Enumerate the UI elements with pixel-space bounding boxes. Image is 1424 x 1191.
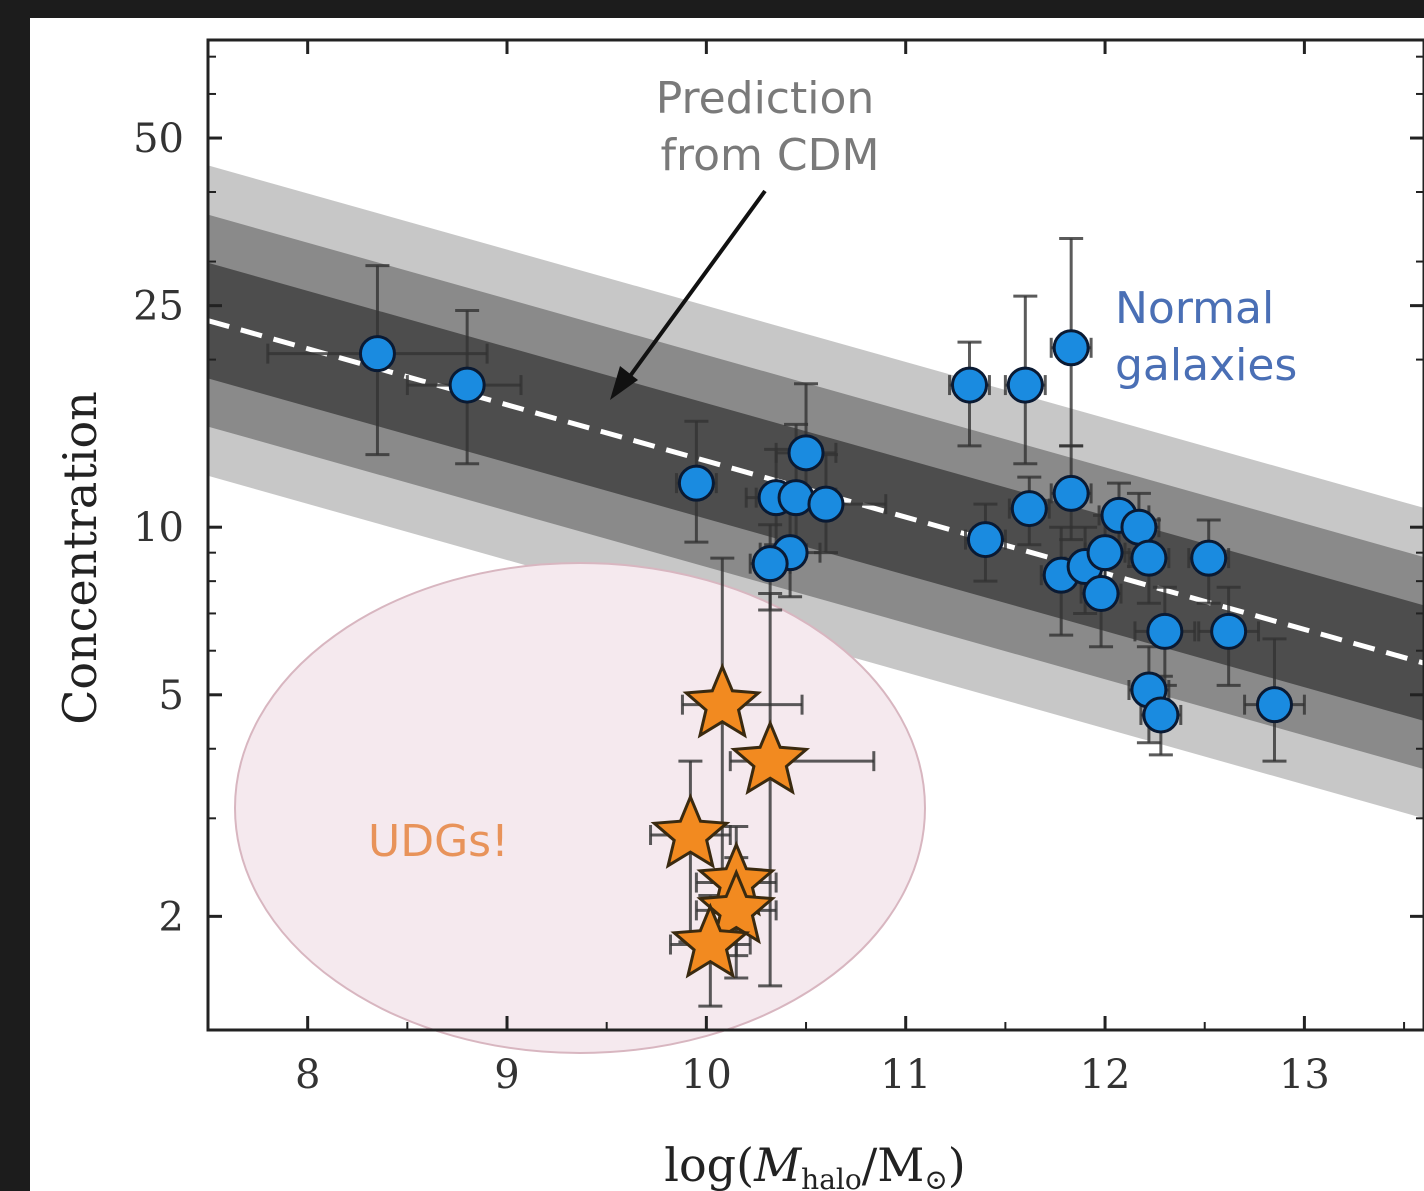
prediction-label-line2: from CDM bbox=[661, 130, 880, 181]
normal-point-26 bbox=[1142, 696, 1180, 734]
plot-border bbox=[206, 38, 1424, 1032]
normal-point-13 bbox=[1010, 490, 1048, 528]
x-tick-label-9: 9 bbox=[494, 1052, 519, 1098]
data-points bbox=[266, 237, 1306, 1008]
normal-point-22 bbox=[1146, 612, 1184, 650]
normal-label-line1: Normal bbox=[1115, 283, 1274, 334]
x-tick-label-10: 10 bbox=[681, 1052, 732, 1098]
udg-region bbox=[234, 562, 926, 1054]
normal-point-21 bbox=[1082, 575, 1120, 613]
y-tick-label-50: 50 bbox=[133, 116, 184, 162]
udg-label: UDGs! bbox=[368, 816, 509, 867]
y-tick-label-2: 2 bbox=[159, 894, 184, 940]
normal-point-4 bbox=[777, 479, 815, 517]
prediction-annotation: Prediction from CDM bbox=[610, 73, 879, 400]
udg-point-2 bbox=[650, 793, 731, 869]
x-tick-label-11: 11 bbox=[880, 1052, 931, 1098]
normal-point-11 bbox=[1052, 329, 1090, 367]
prediction-arrowhead bbox=[610, 366, 638, 400]
normal-point-23 bbox=[1190, 539, 1228, 577]
normal-point-27 bbox=[1255, 686, 1293, 724]
prediction-label-line1: Prediction bbox=[656, 73, 875, 124]
y-tick-label-25: 25 bbox=[133, 284, 184, 330]
normal-point-24 bbox=[1210, 612, 1248, 650]
normal-point-10 bbox=[1006, 366, 1044, 404]
normal-point-6 bbox=[807, 485, 845, 523]
normal-point-9 bbox=[950, 366, 988, 404]
x-axis-label: log(Mhalo/M⊙) bbox=[664, 1138, 966, 1191]
normal-point-19 bbox=[1120, 508, 1158, 546]
prediction-arrow bbox=[623, 189, 767, 385]
x-tick-label-13: 13 bbox=[1279, 1052, 1330, 1098]
normal-point-2 bbox=[677, 464, 715, 502]
normal-label-line2: galaxies bbox=[1115, 340, 1297, 391]
normal-point-5 bbox=[787, 434, 825, 472]
normal-point-1 bbox=[448, 366, 486, 404]
normal-point-8 bbox=[751, 545, 789, 583]
x-tick-label-8: 8 bbox=[295, 1052, 320, 1098]
chart-frame: 8 9 10 11 12 13 2 5 10 25 50 Prediction from CDM N… bbox=[30, 18, 1424, 1191]
y-tick-label-5: 5 bbox=[159, 673, 184, 719]
udg-point-5 bbox=[670, 902, 751, 979]
udg-point-0 bbox=[682, 662, 763, 739]
normal-point-0 bbox=[358, 335, 396, 373]
normal-point-12 bbox=[1052, 474, 1090, 512]
y-axis-label: Concentration bbox=[53, 391, 107, 725]
normal-annotation: Normal galaxies bbox=[1115, 283, 1297, 391]
normal-point-17 bbox=[1086, 534, 1124, 572]
normal-point-14 bbox=[966, 521, 1004, 559]
x-tick-label-12: 12 bbox=[1080, 1052, 1131, 1098]
udg-point-1 bbox=[730, 719, 811, 796]
normal-point-20 bbox=[1130, 539, 1168, 577]
y-tick-label-10: 10 bbox=[133, 505, 184, 551]
